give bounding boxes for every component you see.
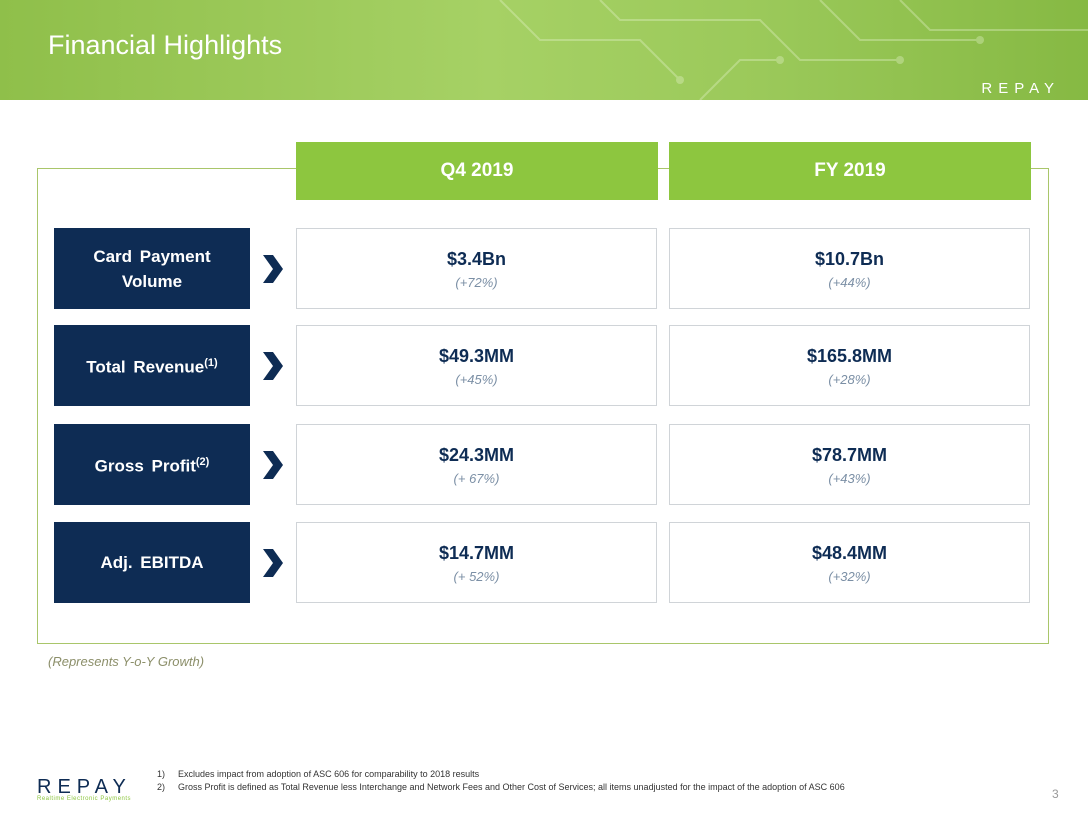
footnote-marker: 2): [157, 782, 166, 792]
row-label: Gross Profit(2): [54, 424, 250, 505]
chevron: [263, 352, 283, 380]
metric-value: $24.3MM: [438, 445, 515, 465]
growth-rate: (+ 52%): [453, 569, 500, 584]
page-number: 3: [1052, 787, 1059, 801]
growth-rate: (+ 67%): [453, 471, 500, 486]
chevron: [263, 549, 283, 577]
growth-rate: (+44%): [828, 275, 871, 290]
row-label-wrap: Adj. EBITDA: [100, 550, 203, 575]
column-header: Q4 2019: [296, 142, 658, 200]
row-label: Total Revenue(1): [54, 325, 250, 406]
metric-value: $78.7MM: [811, 445, 888, 465]
value-cell: $10.7Bn (+44%): [669, 228, 1030, 309]
slide-title: Financial Highlights: [48, 30, 283, 60]
growth-rate: (+72%): [455, 275, 498, 290]
growth-rate: (+45%): [455, 372, 498, 387]
value-cell: $24.3MM (+ 67%): [296, 424, 657, 505]
growth-rate: (+43%): [828, 471, 871, 486]
footnote-ref: (2): [195, 456, 210, 469]
footer-tagline: Realtime Electronic Payments: [37, 796, 132, 802]
row-label: Adj. EBITDA: [54, 522, 250, 603]
footer-logo: REPAY: [37, 776, 132, 798]
row-label: Card Payment Volume: [54, 228, 250, 309]
chevron: [263, 255, 283, 283]
value-cell: $165.8MM (+28%): [669, 325, 1030, 406]
column-header: FY 2019: [669, 142, 1031, 200]
row-label-text: Total Revenue: [86, 357, 205, 377]
value-cell: $14.7MM (+ 52%): [296, 522, 657, 603]
metric-value: $48.4MM: [811, 543, 888, 563]
growth-rate: (+28%): [828, 372, 871, 387]
chevron-shape: [263, 549, 283, 577]
row-label-text: Card Payment Volume: [93, 246, 211, 291]
row-label-text: Gross Profit: [94, 456, 196, 476]
row-label-wrap: Card Payment Volume: [74, 244, 230, 294]
value-cell: $48.4MM (+32%): [669, 522, 1030, 603]
footnote-ref: (1): [204, 357, 218, 370]
growth-rate: (+32%): [828, 569, 871, 584]
value-cell: $78.7MM (+43%): [669, 424, 1030, 505]
chevron: [263, 451, 283, 479]
chevron-shape: [263, 255, 283, 283]
footnote-text: Excludes impact from adoption of ASC 606…: [178, 769, 480, 779]
value-cell: $3.4Bn (+72%): [296, 228, 657, 309]
value-cell: $49.3MM (+45%): [296, 325, 657, 406]
metric-value: $49.3MM: [438, 346, 515, 366]
row-label-wrap: Total Revenue(1): [86, 351, 217, 380]
metric-value: $165.8MM: [806, 346, 893, 366]
metric-value: $10.7Bn: [814, 249, 885, 269]
metric-value: $14.7MM: [438, 543, 515, 563]
row-label-text: Adj. EBITDA: [100, 553, 204, 572]
footnote-text: Gross Profit is defined as Total Revenue…: [178, 782, 845, 792]
chevron-shape: [263, 352, 283, 380]
chevron-shape: [263, 451, 283, 479]
growth-note: (Represents Y-o-Y Growth): [48, 654, 205, 669]
metric-value: $3.4Bn: [446, 249, 507, 269]
row-label-wrap: Gross Profit(2): [95, 450, 210, 479]
footnote-marker: 1): [157, 769, 166, 779]
circuit-pattern: [499, 0, 1088, 100]
header-logo: REPAY: [981, 80, 1060, 97]
header-band: Financial Highlights REPAY: [0, 0, 1088, 100]
